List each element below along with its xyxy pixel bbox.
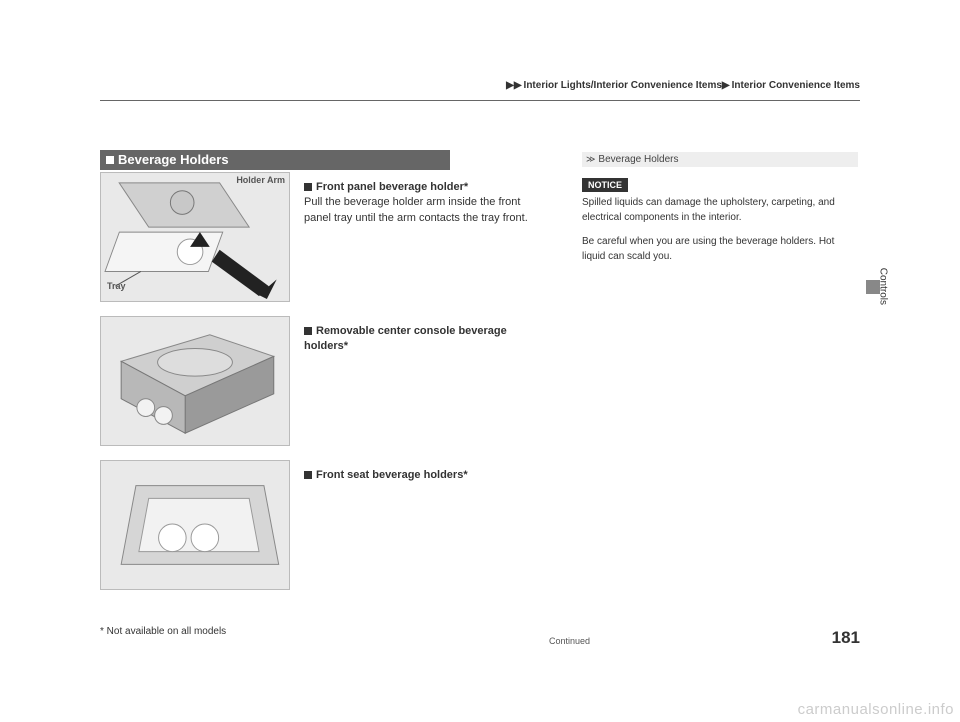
section-title-bar: Beverage Holders (100, 150, 450, 170)
chevron-icon: ≫ (586, 154, 595, 164)
instruction-block-3: Front seat beverage holders* (304, 468, 544, 483)
square-bullet-icon (304, 183, 312, 191)
figure-label-tray: Tray (107, 281, 126, 291)
sidebar-notice-text: Spilled liquids can damage the upholster… (582, 196, 858, 225)
asterisk: * (344, 340, 348, 352)
figure-label-holder-arm: Holder Arm (236, 175, 285, 185)
footnote: * Not available on all models (100, 626, 226, 637)
instruction-block-2: Removable center console beverage holder… (304, 324, 544, 355)
breadcrumb-seg1: Interior Lights/Interior Convenience Ite… (524, 80, 722, 91)
page-number: 181 (832, 628, 860, 648)
instruction-1-body: Pull the beverage holder arm inside the … (304, 195, 544, 226)
figure-front-seat-holder (100, 460, 290, 590)
header-rule (100, 100, 860, 101)
square-bullet-icon (106, 156, 114, 164)
square-bullet-icon (304, 471, 312, 479)
sidebar-heading: ≫Beverage Holders (582, 152, 858, 167)
continued-label: Continued (549, 636, 590, 646)
info-sidebar: ≫Beverage Holders NOTICE Spilled liquids… (582, 152, 858, 274)
breadcrumb-seg2: Interior Convenience Items (732, 80, 860, 91)
breadcrumb-arrow-icon: ▶ (722, 80, 730, 91)
instruction-2-title: Removable center console beverage holder… (304, 324, 544, 355)
asterisk: * (463, 469, 467, 481)
notice-badge: NOTICE (582, 178, 628, 192)
instruction-1-title-text: Front panel beverage holder (316, 181, 464, 193)
instruction-1-title: Front panel beverage holder* (304, 180, 544, 195)
square-bullet-icon (304, 327, 312, 335)
breadcrumb-arrow-icon: ▶▶ (506, 80, 521, 91)
instruction-2-title-text: Removable center console beverage holder… (304, 325, 507, 352)
watermark: carmanualsonline.info (798, 701, 954, 718)
breadcrumb: ▶▶Interior Lights/Interior Convenience I… (506, 80, 860, 91)
figure-front-panel-holder: Holder Arm Tray (100, 172, 290, 302)
asterisk: * (464, 181, 468, 193)
sidebar-heading-text: Beverage Holders (598, 154, 678, 165)
figure-center-console-holder (100, 316, 290, 446)
section-tab-label: Controls (877, 268, 888, 305)
instruction-block-1: Front panel beverage holder* Pull the be… (304, 180, 544, 226)
sidebar-caution-text: Be careful when you are using the bevera… (582, 235, 858, 264)
instruction-3-title-text: Front seat beverage holders (316, 469, 463, 481)
instruction-3-title: Front seat beverage holders* (304, 468, 544, 483)
section-title: Beverage Holders (118, 152, 229, 167)
